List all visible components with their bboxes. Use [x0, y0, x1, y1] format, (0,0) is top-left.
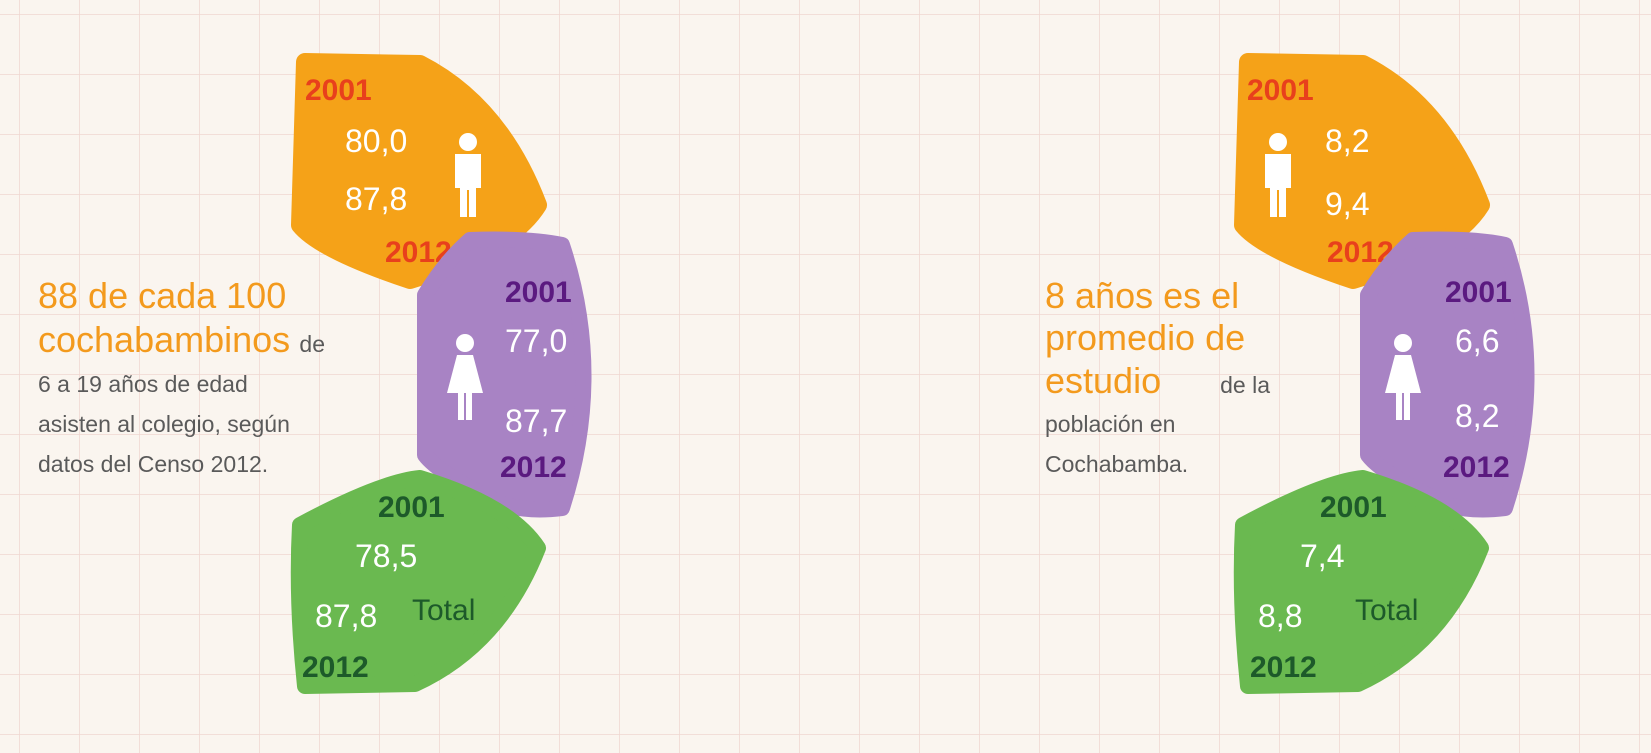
- headline-text: de la: [1220, 372, 1270, 398]
- year-label: 2012: [1250, 651, 1317, 684]
- panel: 8 años es el promedio de estudio de la p…: [1045, 53, 1535, 694]
- headline-highlight: promedio de: [1045, 317, 1245, 358]
- headline-text: datos del Censo 2012.: [38, 451, 268, 477]
- headline-text: de: [299, 331, 325, 357]
- headline-text: población en: [1045, 411, 1175, 437]
- year-label: 2001: [1320, 491, 1387, 524]
- headline-text: asisten al colegio, según: [38, 411, 290, 437]
- headline-text: Cochabamba.: [1045, 451, 1188, 477]
- value-label: 9,4: [1325, 186, 1369, 222]
- year-label: 2001: [1445, 276, 1512, 309]
- year-label: 2001: [378, 491, 445, 524]
- panel: 88 de cada 100 cochabambinos de 6 a 19 a…: [38, 53, 592, 694]
- year-label: 2001: [1247, 74, 1314, 107]
- value-label: 8,2: [1325, 123, 1369, 159]
- women-segment: [417, 231, 592, 518]
- year-label: 2012: [302, 651, 369, 684]
- headline-highlight: 88 de cada 100: [38, 275, 286, 316]
- value-label: 8,8: [1258, 598, 1302, 634]
- year-label: 2012: [500, 451, 567, 484]
- total-segment: [290, 470, 546, 694]
- value-label: 7,4: [1300, 538, 1344, 574]
- year-label: 2012: [1443, 451, 1510, 484]
- total-segment: [1233, 470, 1489, 694]
- headline-text: 6 a 19 años de edad: [38, 371, 248, 397]
- year-label: 2001: [305, 74, 372, 107]
- year-label: 2001: [505, 276, 572, 309]
- value-label: 87,7: [505, 403, 567, 439]
- value-label: 80,0: [345, 123, 407, 159]
- value-label: 8,2: [1455, 398, 1499, 434]
- headline-highlight: 8 años es el: [1045, 275, 1239, 316]
- value-label: 78,5: [355, 538, 417, 574]
- value-label: 87,8: [315, 598, 377, 634]
- headline-highlight: estudio: [1045, 360, 1161, 401]
- headline-highlight: cochabambinos: [38, 319, 290, 360]
- value-label: 77,0: [505, 323, 567, 359]
- value-label: 87,8: [345, 181, 407, 217]
- value-label: 6,6: [1455, 323, 1499, 359]
- total-label: Total: [1355, 594, 1418, 627]
- women-segment: [1360, 231, 1535, 518]
- total-label: Total: [412, 594, 475, 627]
